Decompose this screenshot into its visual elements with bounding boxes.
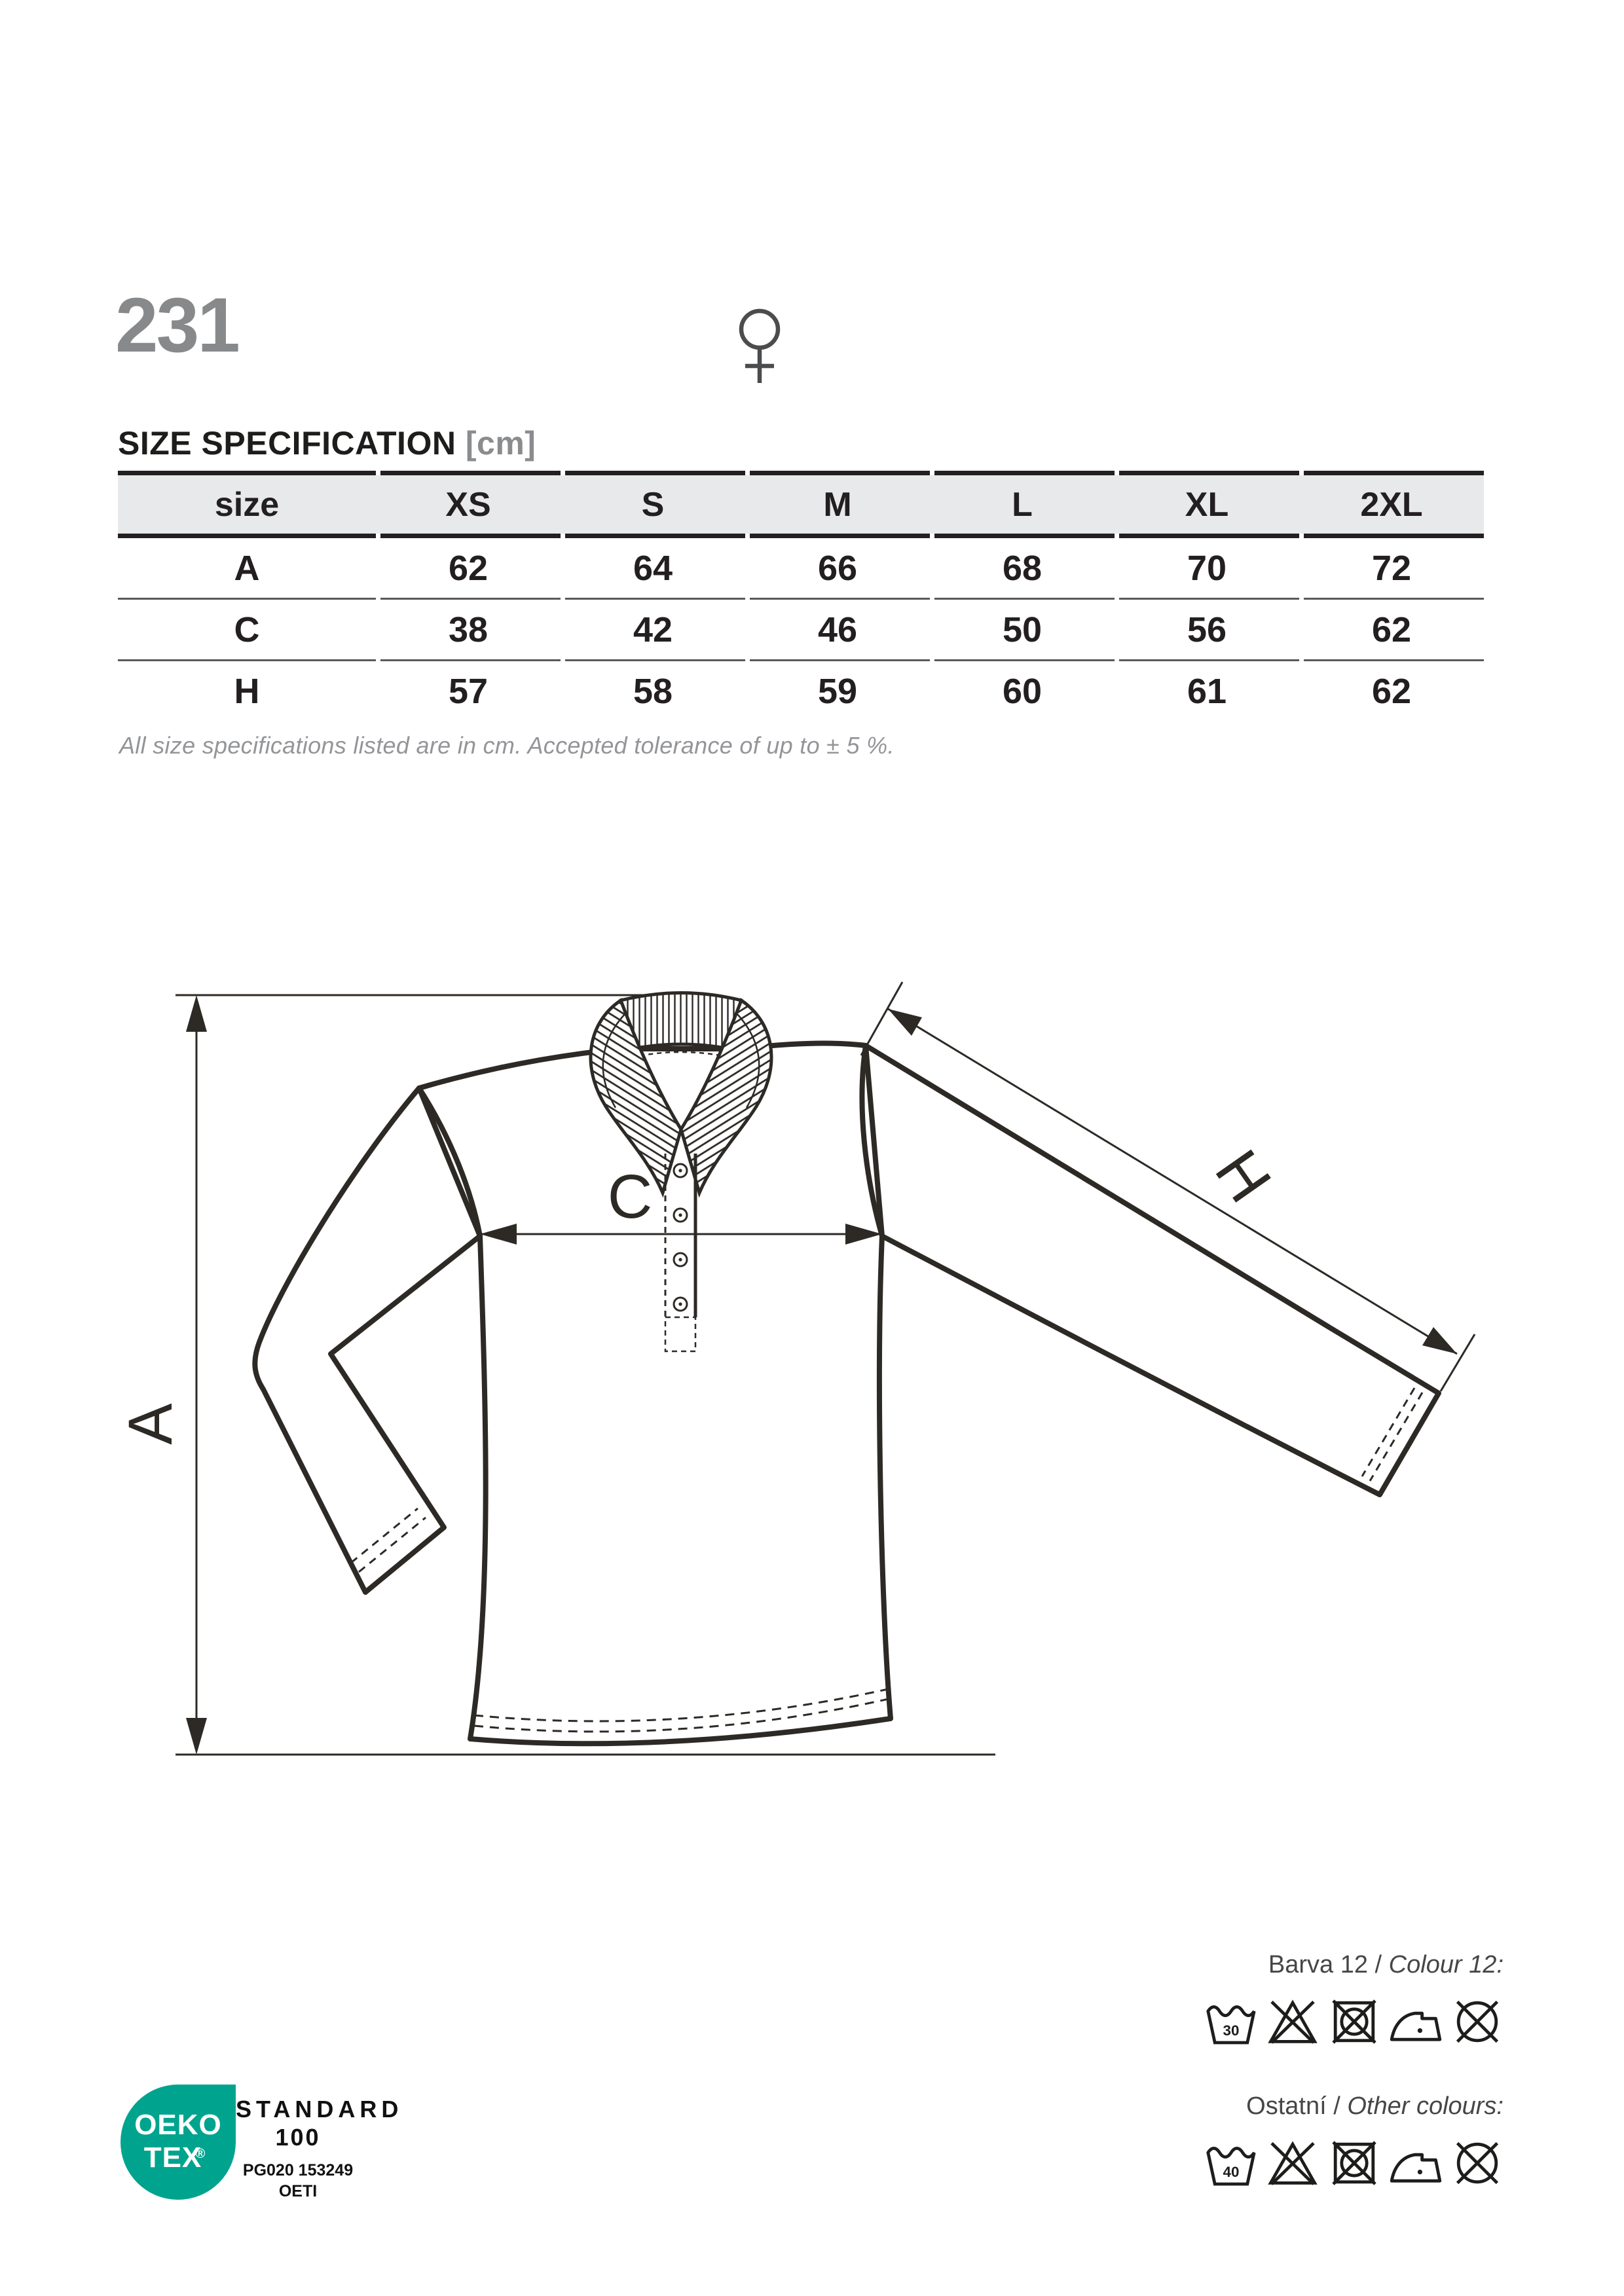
size-value: 62 xyxy=(448,548,489,588)
section-title-unit: [cm] xyxy=(465,425,536,462)
table-row-C: C 38 42 46 50 56 62 xyxy=(118,600,1484,659)
oeko-standard-word: STANDARD xyxy=(236,2096,403,2123)
section-title-text: SIZE SPECIFICATION xyxy=(118,425,456,462)
column-header-L: L xyxy=(1012,485,1033,524)
size-value: 38 xyxy=(448,610,489,649)
wash-40-icon: 40 xyxy=(1206,2147,1256,2186)
row-label-H: H xyxy=(234,671,260,711)
dimension-a xyxy=(175,994,995,1756)
size-value: 60 xyxy=(1002,671,1043,711)
care-label-other: Ostatní / Other colours: xyxy=(914,2092,1504,2121)
size-value: 56 xyxy=(1187,610,1227,649)
oeko-standard-number: 100 xyxy=(275,2124,321,2151)
care-icons-other: 40 xyxy=(1205,2137,1504,2189)
oeko-tex-logo: OEKO TEX ® xyxy=(120,2085,236,2200)
iron-one-dot-icon xyxy=(1390,2153,1442,2183)
size-value: 42 xyxy=(633,610,673,649)
table-body: A 62 64 66 68 70 72 C 38 42 46 50 56 62 H 57 58 59 60 61 62 xyxy=(118,538,1484,721)
care-icons-colour12: 30 xyxy=(1205,1995,1504,2048)
table-border-header-bottom xyxy=(118,534,1484,538)
care-label-colour12-cs: Barva 12 / xyxy=(1268,1951,1389,1978)
garment-body xyxy=(416,1040,893,1747)
svg-text:40: 40 xyxy=(1223,2164,1240,2180)
size-value: 68 xyxy=(1002,548,1043,588)
seam-details xyxy=(350,1387,1424,1733)
tolerance-note: All size specifications listed are in cm… xyxy=(119,732,895,759)
oeko-license-code: PG020 153249 xyxy=(242,2161,354,2180)
care-label-colour12: Barva 12 / Colour 12: xyxy=(914,1951,1504,1979)
iron-one-dot-icon xyxy=(1390,2011,1442,2041)
collar-leaf-right xyxy=(679,998,773,1198)
table-row-H: H 57 58 59 60 61 62 xyxy=(118,661,1484,721)
size-value: 46 xyxy=(817,610,858,649)
size-value: 66 xyxy=(817,548,858,588)
svg-text:30: 30 xyxy=(1223,2022,1240,2039)
column-header-2XL: 2XL xyxy=(1360,485,1423,524)
column-header-S: S xyxy=(641,485,665,524)
size-value: 50 xyxy=(1002,610,1043,649)
collar-leaf-left xyxy=(589,998,683,1198)
female-icon xyxy=(739,308,781,383)
care-label-other-cs: Ostatní / xyxy=(1246,2092,1348,2120)
row-separator xyxy=(118,598,1484,600)
do-not-bleach-icon xyxy=(1268,2141,1318,2185)
oeko-brand-bottom: TEX xyxy=(144,2141,202,2174)
oeko-brand-top: OEKO xyxy=(134,2109,222,2141)
dimension-label-a: A xyxy=(116,1403,185,1445)
size-value: 61 xyxy=(1187,671,1227,711)
section-title: SIZE SPECIFICATION [cm] xyxy=(118,427,536,460)
garment-outline xyxy=(252,1040,1441,1747)
size-value: 72 xyxy=(1371,548,1412,588)
garment-diagram: A C H xyxy=(116,981,1476,1756)
oeko-text-block: STANDARD 100 PG020 153249 OETI xyxy=(236,2095,403,2202)
wash-30-icon: 30 xyxy=(1206,2005,1256,2045)
right-sleeve xyxy=(863,1043,1441,1497)
do-not-tumble-dry-icon xyxy=(1332,2141,1376,2185)
left-sleeve xyxy=(252,1085,483,1595)
column-header-XS: XS xyxy=(445,485,491,524)
table-border-top xyxy=(118,471,1484,475)
collar xyxy=(589,991,773,1198)
do-not-tumble-dry-icon xyxy=(1332,1999,1376,2044)
size-value: 58 xyxy=(633,671,673,711)
size-table: size XS S M L XL 2XL A 62 64 66 68 70 72 C 38 42 46 50 56 6… xyxy=(118,471,1484,721)
care-label-colour12-en: Colour 12: xyxy=(1388,1951,1504,1978)
size-value: 57 xyxy=(448,671,489,711)
size-value: 64 xyxy=(633,548,673,588)
row-label-C: C xyxy=(234,610,260,649)
dimension-label-h: H xyxy=(1202,1138,1284,1214)
dimension-h xyxy=(860,981,1476,1392)
do-not-dry-clean-icon xyxy=(1456,2141,1499,2185)
column-header-size: size xyxy=(214,485,280,524)
size-value: 70 xyxy=(1187,548,1227,588)
registered-mark: ® xyxy=(196,2147,206,2161)
dimension-label-c: C xyxy=(608,1162,653,1231)
care-label-other-en: Other colours: xyxy=(1347,2092,1504,2120)
table-header-row: size XS S M L XL 2XL xyxy=(118,475,1484,534)
column-header-M: M xyxy=(823,485,852,524)
size-value: 62 xyxy=(1371,671,1412,711)
product-code: 231 xyxy=(115,282,240,369)
do-not-dry-clean-icon xyxy=(1456,2000,1499,2043)
size-value: 59 xyxy=(817,671,858,711)
do-not-bleach-icon xyxy=(1268,1999,1318,2044)
row-label-A: A xyxy=(234,548,260,588)
table-row-A: A 62 64 66 68 70 72 xyxy=(118,538,1484,598)
placket xyxy=(664,1154,697,1353)
oeko-institute: OETI xyxy=(278,2181,318,2200)
column-header-XL: XL xyxy=(1185,485,1229,524)
row-separator xyxy=(118,659,1484,661)
size-value: 62 xyxy=(1371,610,1412,649)
